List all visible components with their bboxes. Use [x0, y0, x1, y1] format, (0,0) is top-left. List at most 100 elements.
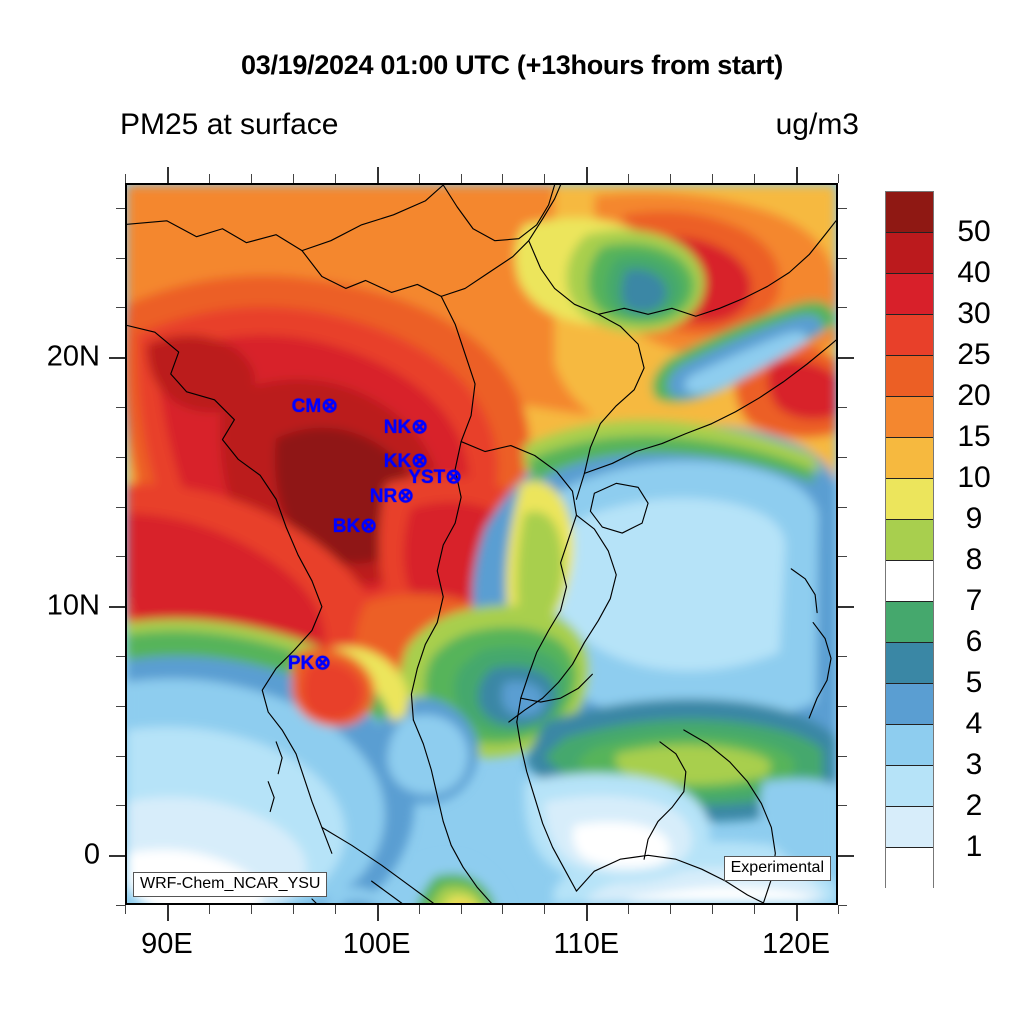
x-tick-top — [418, 174, 420, 183]
x-tick — [334, 905, 336, 914]
x-tick-top — [796, 167, 799, 183]
y-tick — [109, 606, 125, 609]
colorbar-band — [886, 561, 933, 602]
x-tick-top — [460, 174, 462, 183]
colorbar-tick-label: 5 — [965, 666, 983, 699]
x-tick-top — [250, 174, 252, 183]
colorbar-tick-label: 1 — [965, 830, 983, 863]
colorbar-band — [886, 397, 933, 438]
station-label-yst[interactable]: YST⊗ — [408, 466, 462, 488]
status-badge: Experimental — [723, 855, 831, 881]
colorbar-tick-label: 4 — [965, 707, 983, 740]
x-tick — [125, 905, 126, 914]
x-tick-top — [754, 174, 756, 183]
colorbar-band — [886, 684, 933, 725]
x-tick-top — [376, 167, 379, 183]
x-tick — [292, 905, 294, 914]
colorbar-tick-label: 7 — [965, 584, 983, 617]
x-axis-tick-label: 120E — [762, 928, 830, 960]
colorbar-tick-label: 2 — [965, 789, 983, 822]
x-tick-top — [334, 174, 336, 183]
page-title: 03/19/2024 01:00 UTC (+13hours from star… — [241, 50, 783, 80]
y-tick — [116, 905, 125, 906]
colorbar-tick-label: 30 — [957, 297, 991, 330]
station-label-bk[interactable]: BK⊗ — [332, 515, 377, 537]
x-tick-top — [125, 174, 126, 183]
x-tick-top — [838, 174, 839, 183]
map-plot-area[interactable]: CM⊗ NK⊗ KK⊗ YST⊗ NR⊗ BK⊗ PK⊗ WRF-Chem_NC… — [125, 183, 838, 905]
colorbar-band — [886, 807, 933, 848]
colorbar-band — [886, 643, 933, 684]
colorbar-tick-label: 50 — [957, 215, 991, 248]
colorbar-band — [886, 725, 933, 766]
y-tick-right — [838, 805, 847, 807]
y-tick — [109, 855, 125, 858]
units-label: ug/m3 — [775, 108, 859, 141]
colorbar-band — [886, 274, 933, 315]
y-tick-right — [838, 556, 847, 558]
colorbar-band — [886, 192, 933, 233]
y-tick — [116, 805, 125, 807]
y-tick-right — [838, 207, 847, 209]
x-tick — [418, 905, 420, 914]
y-tick-right — [838, 855, 854, 858]
y-tick — [116, 456, 125, 458]
colorbar-tick-label: 8 — [965, 543, 983, 576]
colorbar[interactable] — [885, 191, 934, 889]
station-label-kk[interactable]: KK⊗ — [383, 450, 428, 472]
y-tick-right — [838, 456, 847, 458]
y-axis-tick-label: 10N — [46, 589, 100, 622]
x-tick — [208, 905, 210, 914]
colorbar-band — [886, 520, 933, 561]
y-tick-right — [838, 656, 847, 658]
colorbar-labels: 50 40 30 25 20 15 10 9 8 7 6 5 4 3 2 1 — [943, 191, 1023, 888]
colorbar-band — [886, 848, 933, 889]
x-tick-top — [502, 174, 504, 183]
colorbar-band — [886, 233, 933, 274]
station-label-nk[interactable]: NK⊗ — [383, 416, 428, 438]
y-tick — [116, 755, 125, 757]
x-tick — [754, 905, 756, 914]
x-tick-top — [712, 174, 714, 183]
colorbar-band — [886, 356, 933, 397]
pm25-contour-field — [127, 185, 836, 903]
y-tick — [116, 656, 125, 658]
y-tick — [116, 307, 125, 309]
x-tick — [376, 905, 379, 921]
y-tick — [109, 357, 125, 360]
y-tick-right — [838, 755, 847, 757]
station-label-nr[interactable]: NR⊗ — [369, 485, 414, 507]
colorbar-tick-label: 20 — [957, 379, 991, 412]
y-tick — [116, 407, 125, 409]
y-tick-right — [838, 257, 847, 259]
y-tick-right — [838, 506, 847, 508]
y-tick — [116, 705, 125, 707]
x-tick-top — [292, 174, 294, 183]
colorbar-tick-label: 15 — [957, 420, 991, 453]
y-tick — [116, 257, 125, 259]
coastline-overlay — [127, 185, 836, 903]
x-tick — [502, 905, 504, 914]
y-tick — [116, 506, 125, 508]
model-label: WRF-Chem_NCAR_YSU — [133, 871, 328, 897]
y-tick-right — [838, 705, 847, 707]
x-tick-top — [670, 174, 672, 183]
x-tick — [670, 905, 672, 914]
x-tick — [250, 905, 252, 914]
colorbar-tick-label: 6 — [965, 625, 983, 658]
station-label-pk[interactable]: PK⊗ — [287, 652, 331, 674]
variable-label: PM25 at surface — [120, 108, 339, 141]
colorbar-band — [886, 438, 933, 479]
colorbar-tick-label: 25 — [957, 338, 991, 371]
x-axis-tick-label: 90E — [141, 928, 193, 960]
x-tick — [166, 905, 169, 921]
y-tick — [116, 207, 125, 209]
x-tick-top — [628, 174, 630, 183]
station-label-cm[interactable]: CM⊗ — [291, 395, 338, 417]
y-axis-tick-label: 20N — [46, 340, 100, 373]
colorbar-band — [886, 479, 933, 520]
x-tick — [544, 905, 546, 914]
colorbar-tick-label: 40 — [957, 256, 991, 289]
x-axis-tick-label: 110E — [553, 928, 620, 960]
colorbar-tick-label: 9 — [965, 502, 983, 535]
